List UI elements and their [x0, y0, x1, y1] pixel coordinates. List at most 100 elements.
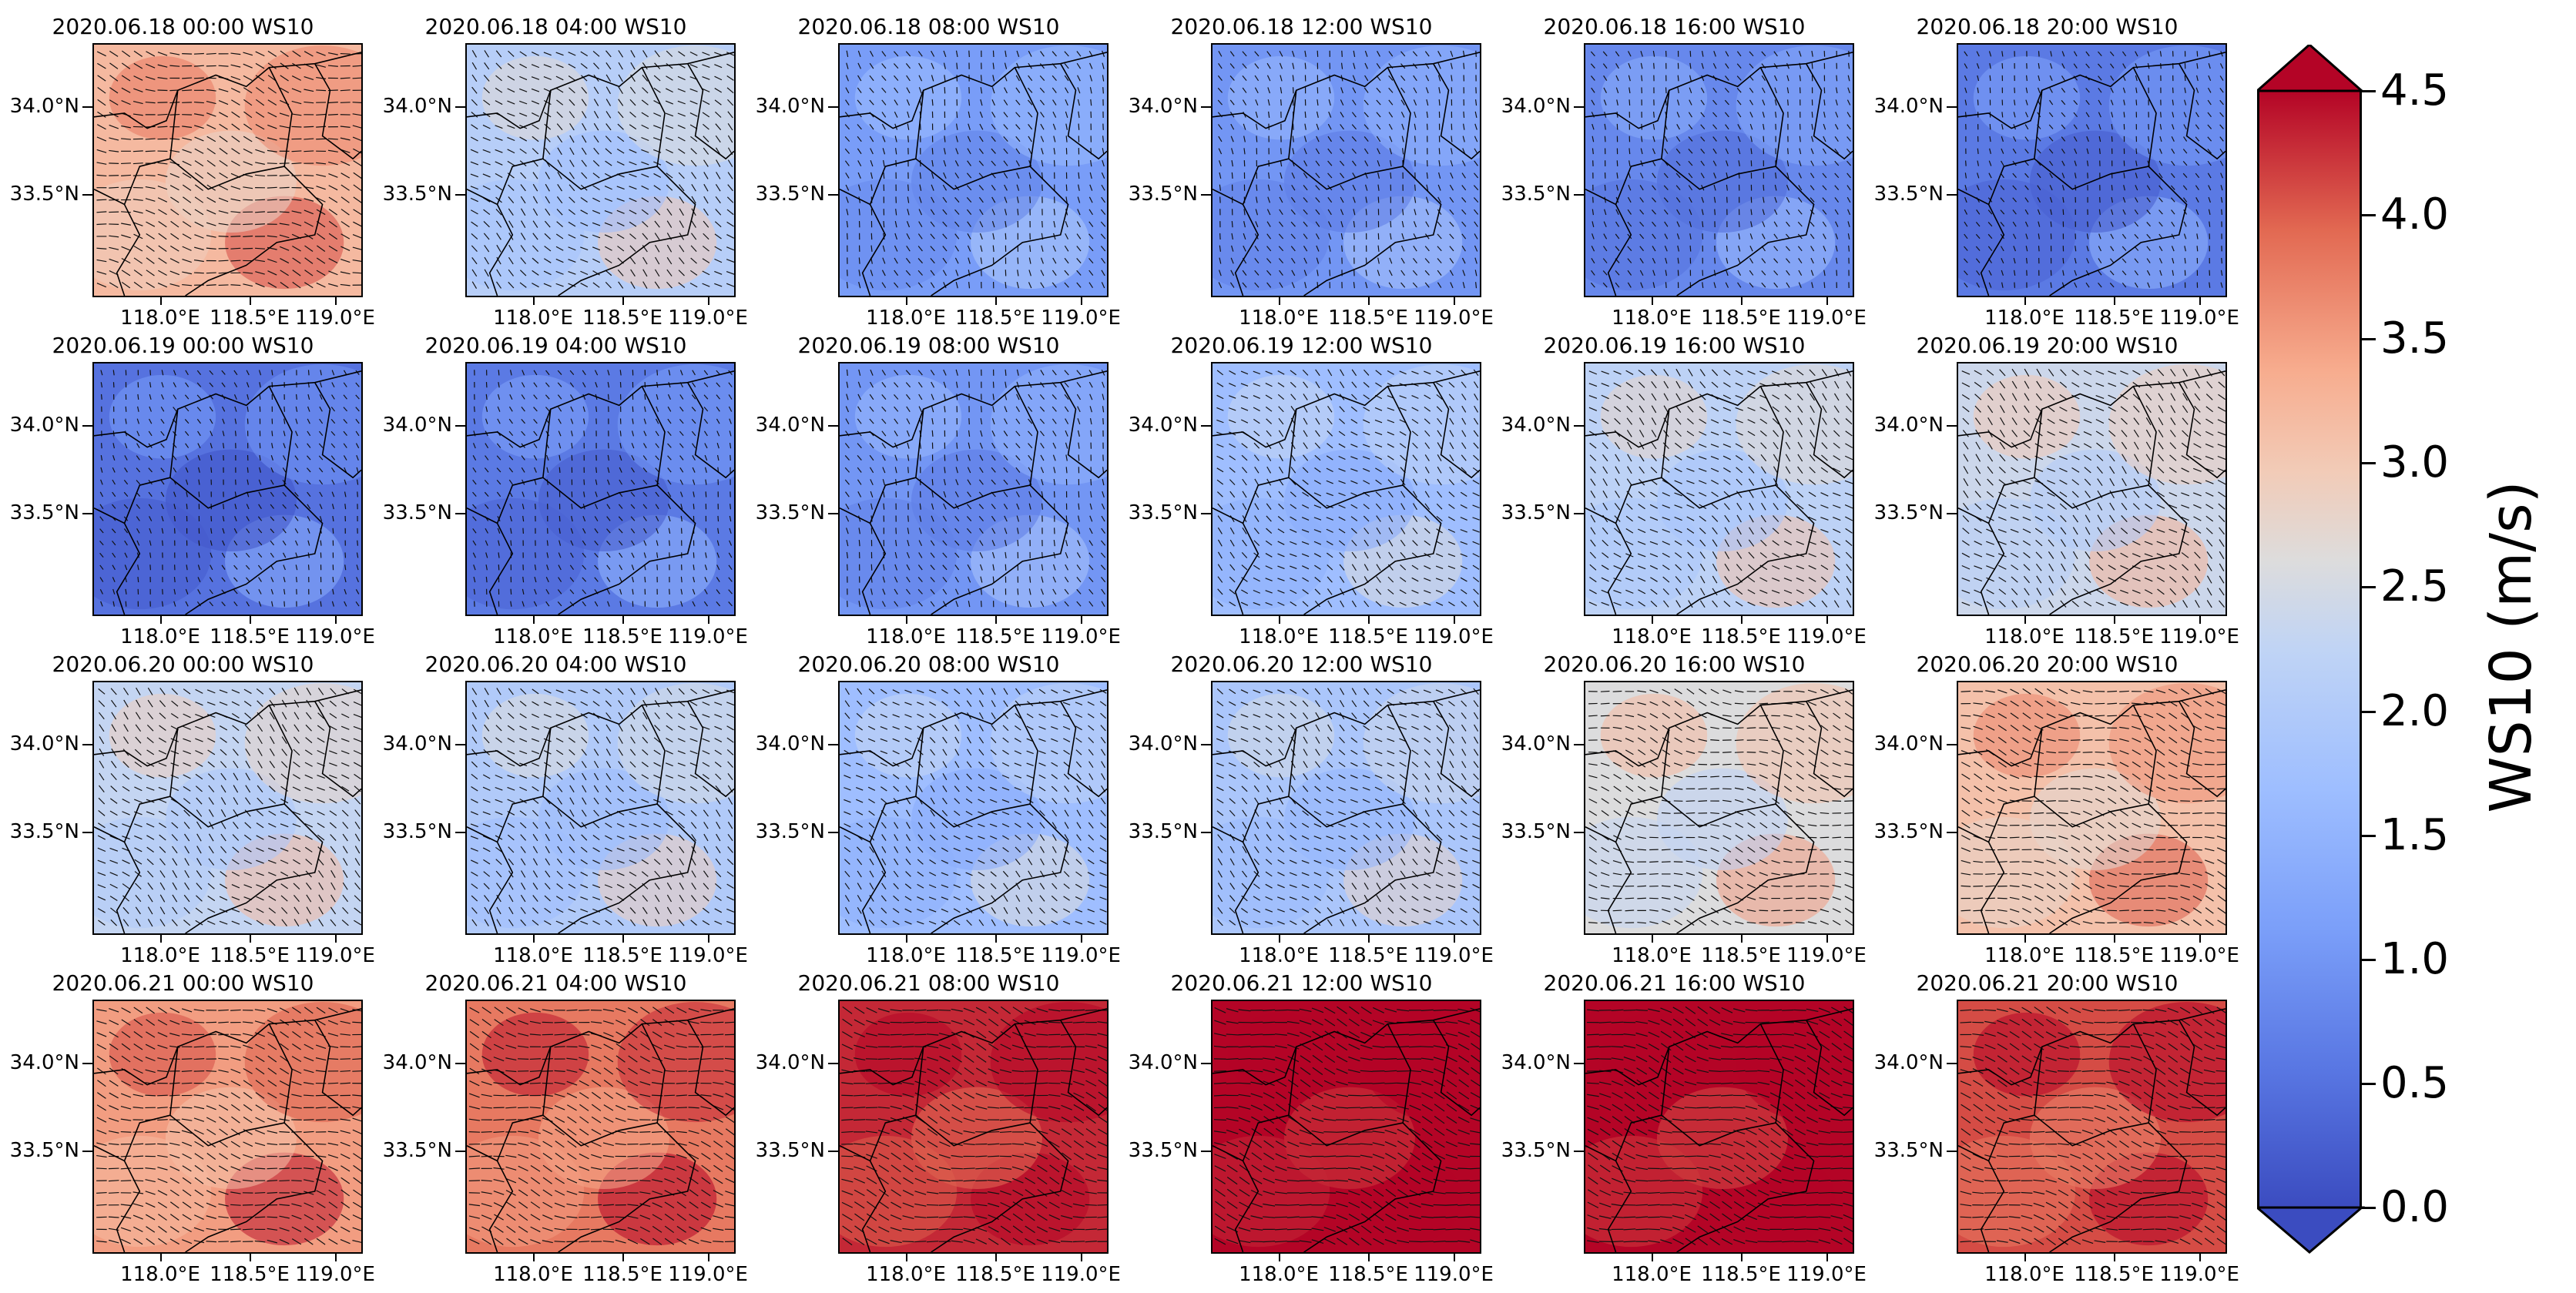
wind-vector — [917, 282, 923, 288]
wind-vector — [845, 503, 850, 510]
wind-vector — [1363, 87, 1369, 93]
wind-vector — [1810, 221, 1815, 227]
wind-vector — [1436, 394, 1443, 400]
wind-vector — [1266, 466, 1272, 474]
wind-vector — [1339, 148, 1345, 154]
wind-vector — [1028, 87, 1033, 93]
wind-vector — [145, 76, 156, 80]
wind-vector — [1675, 160, 1681, 166]
wind-vector — [1229, 491, 1236, 498]
wind-vector — [1376, 515, 1381, 522]
wind-vector — [1686, 516, 1695, 521]
wind-vector — [1229, 282, 1235, 288]
wind-vector — [894, 136, 897, 142]
wind-vector — [1028, 148, 1032, 155]
wind-vector — [1662, 541, 1670, 545]
x-tick-label: 119.0°E — [668, 625, 748, 648]
wind-vector — [1846, 393, 1852, 401]
wind-vector — [1353, 62, 1356, 69]
wind-vector — [233, 577, 238, 582]
wind-vector — [1064, 282, 1069, 288]
wind-vector — [1987, 222, 1993, 227]
wind-vector — [340, 89, 351, 92]
wind-vector — [1411, 589, 1419, 594]
wind-vector — [1005, 50, 1007, 58]
wind-vector — [149, 394, 152, 400]
wind-vector — [632, 588, 634, 595]
admin-boundary — [861, 90, 924, 296]
wind-vector — [1649, 504, 1659, 509]
wind-vector — [352, 102, 361, 103]
wind-vector — [1217, 539, 1223, 547]
wind-vector — [1242, 51, 1247, 57]
wind-vector — [931, 196, 935, 203]
wind-vector — [678, 148, 686, 154]
wind-vector — [1735, 455, 1743, 461]
wind-vector — [2219, 148, 2224, 154]
wind-vector — [495, 161, 503, 166]
wind-vector — [882, 257, 886, 264]
wind-vector — [186, 479, 189, 485]
wind-vector — [1377, 257, 1380, 264]
y-tick-label: 34.0°N — [755, 414, 825, 437]
wind-vector — [1351, 600, 1357, 608]
wind-vector — [642, 455, 647, 461]
wind-vector — [1327, 600, 1333, 608]
wind-vector — [99, 516, 104, 521]
wind-vector — [582, 382, 586, 388]
wind-field-patch — [1736, 45, 1853, 166]
wind-vector — [532, 257, 539, 264]
wind-vector — [1713, 173, 1717, 179]
wind-vector — [630, 504, 636, 509]
wind-vector — [1711, 407, 1719, 412]
wind-vector — [1652, 233, 1656, 240]
wind-vector — [1847, 221, 1850, 227]
wind-vector — [978, 479, 984, 485]
wind-vector — [1736, 99, 1742, 106]
wind-vector — [1375, 479, 1382, 485]
wind-vector — [1700, 124, 1706, 129]
wind-vector — [194, 136, 204, 142]
wind-vector — [1590, 527, 1596, 535]
wind-vector — [1052, 370, 1057, 376]
wind-vector — [2183, 112, 2187, 118]
wind-vector — [1387, 467, 1394, 473]
wind-vector — [146, 245, 155, 252]
x-tick — [906, 297, 907, 305]
wind-vector — [991, 418, 995, 425]
wind-vector — [1822, 197, 1827, 203]
wind-vector — [160, 479, 165, 485]
wind-vector — [931, 491, 934, 498]
wind-vector — [930, 270, 935, 276]
wind-vector — [1266, 491, 1272, 498]
wind-vector — [1363, 504, 1370, 510]
wind-vector — [291, 162, 302, 165]
wind-vector — [222, 443, 225, 449]
wind-vector — [1340, 588, 1345, 595]
wind-vector — [592, 185, 600, 190]
wind-vector — [1625, 541, 1634, 546]
wind-vector — [1989, 124, 1991, 130]
wind-vector — [1090, 159, 1092, 167]
wind-vector — [230, 247, 241, 250]
wind-vector — [1651, 405, 1657, 414]
wind-vector — [133, 222, 143, 226]
wind-vector — [1279, 50, 1283, 57]
wind-vector — [1613, 382, 1622, 387]
wind-vector — [294, 540, 298, 546]
wind-vector — [580, 222, 589, 226]
wind-vector — [1338, 480, 1346, 484]
wind-vector — [471, 281, 478, 289]
wind-vector — [1016, 50, 1020, 57]
wind-vector — [1400, 527, 1406, 534]
wind-vector — [704, 454, 708, 461]
wind-vector — [2159, 282, 2162, 288]
wind-vector — [730, 504, 732, 510]
wind-vector — [1089, 406, 1092, 413]
wind-vector — [2135, 148, 2138, 154]
wind-vector — [543, 76, 552, 80]
wind-vector — [2159, 270, 2162, 276]
wind-vector — [845, 173, 850, 179]
y-tick-label: 33.5°N — [755, 183, 825, 206]
wind-vector — [230, 75, 241, 81]
